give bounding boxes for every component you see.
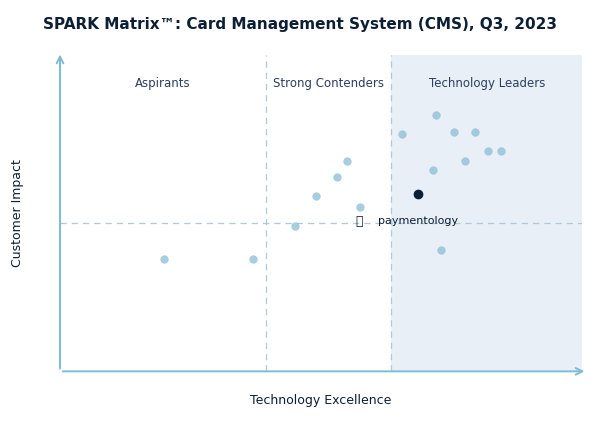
Text: Customer Impact: Customer Impact xyxy=(11,159,25,267)
Text: Aspirants: Aspirants xyxy=(135,77,191,90)
Text: Strong Contenders: Strong Contenders xyxy=(274,77,385,90)
Text: Technology Excellence: Technology Excellence xyxy=(250,395,392,407)
Text: SPARK Matrix™: Card Management System (CMS), Q3, 2023: SPARK Matrix™: Card Management System (C… xyxy=(43,17,557,32)
Text: paymentology: paymentology xyxy=(379,216,458,226)
Text: ⓟ: ⓟ xyxy=(355,214,362,227)
Bar xyxy=(391,55,582,371)
Text: Technology Leaders: Technology Leaders xyxy=(428,77,545,90)
